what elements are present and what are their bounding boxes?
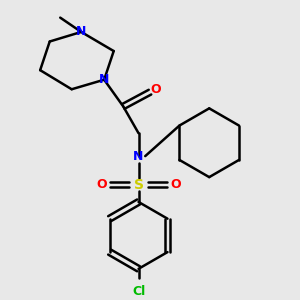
Text: O: O <box>170 178 181 191</box>
Text: N: N <box>76 26 86 38</box>
Text: S: S <box>134 178 143 192</box>
Text: N: N <box>99 73 109 86</box>
Text: O: O <box>150 83 161 96</box>
Text: O: O <box>96 178 106 191</box>
Text: N: N <box>134 150 144 163</box>
Text: Cl: Cl <box>132 285 145 298</box>
